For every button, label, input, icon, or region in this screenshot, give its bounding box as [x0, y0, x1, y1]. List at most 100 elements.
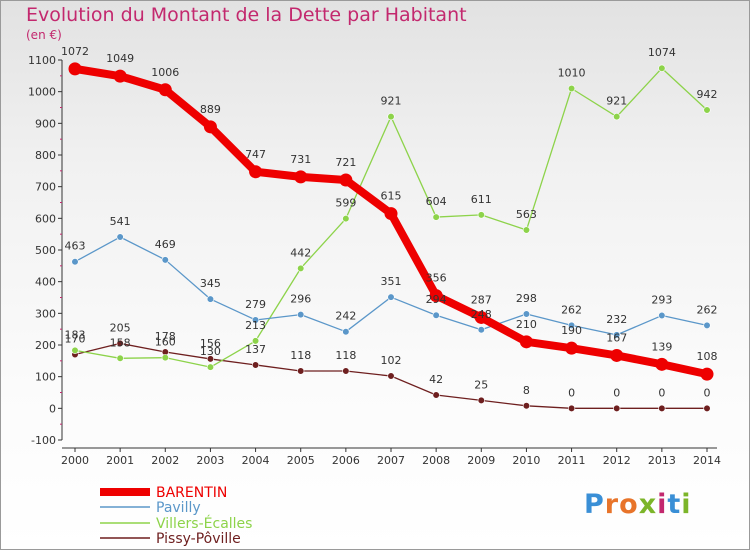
data-label: 248: [471, 308, 492, 321]
data-label: 463: [65, 240, 86, 253]
data-point: [116, 354, 124, 362]
data-point: [342, 367, 350, 375]
data-label: 158: [110, 336, 131, 349]
y-tick-label: 0: [49, 402, 56, 415]
logo-letter: o: [619, 489, 639, 520]
x-tick-label: 2006: [332, 454, 360, 467]
data-label: 0: [658, 386, 665, 399]
data-label: 1006: [151, 66, 179, 79]
data-point: [613, 113, 621, 121]
data-label: 889: [200, 103, 221, 116]
y-tick-label: 800: [35, 149, 56, 162]
data-label: 287: [471, 293, 492, 306]
data-point: [387, 113, 395, 121]
data-label: 137: [245, 343, 266, 356]
data-point: [116, 233, 124, 241]
data-label: 190: [561, 324, 582, 337]
data-label: 242: [335, 310, 356, 323]
x-tick-label: 2013: [648, 454, 676, 467]
data-label: 1010: [558, 67, 586, 80]
data-point: [158, 83, 172, 97]
legend-label: Villers-Écalles: [156, 515, 252, 532]
data-label: 345: [200, 277, 221, 290]
logo-letter: P: [584, 489, 605, 520]
data-point: [342, 328, 350, 336]
legend-label: Pavilly: [156, 500, 201, 516]
data-label: 167: [606, 331, 627, 344]
data-label: 1072: [61, 45, 89, 58]
data-point: [251, 316, 260, 324]
x-tick-label: 2003: [196, 454, 224, 467]
data-label: 118: [335, 349, 356, 362]
data-label: 8: [523, 384, 530, 397]
y-tick-label: 500: [35, 244, 56, 257]
data-point: [339, 173, 353, 187]
data-label: 118: [290, 349, 311, 362]
data-point: [384, 207, 398, 221]
data-point: [206, 355, 215, 363]
x-tick-label: 2008: [422, 454, 450, 467]
data-point: [429, 289, 443, 303]
y-tick-label: 900: [35, 117, 56, 130]
data-point: [567, 404, 576, 412]
data-point: [432, 391, 440, 399]
data-point: [655, 357, 669, 371]
data-label: 210: [516, 318, 537, 331]
data-point: [658, 311, 666, 320]
data-point: [703, 106, 711, 114]
data-label: 0: [568, 386, 575, 399]
data-point: [703, 404, 711, 412]
data-label: 183: [65, 328, 86, 341]
data-point: [519, 335, 533, 349]
data-label: 160: [155, 336, 176, 349]
x-tick-label: 2004: [242, 454, 270, 467]
data-label: 42: [429, 373, 443, 386]
data-point: [206, 295, 215, 303]
data-point: [161, 354, 169, 362]
data-point: [477, 326, 485, 334]
data-point: [251, 361, 260, 369]
x-tick-label: 2011: [558, 454, 586, 467]
data-label: 102: [381, 354, 402, 367]
y-tick-label: 400: [35, 276, 56, 289]
data-label: 0: [613, 386, 620, 399]
y-tick-label: 100: [35, 371, 56, 384]
data-label: 541: [110, 215, 131, 228]
data-point: [700, 367, 714, 381]
data-label: 279: [245, 298, 266, 311]
chart-title: Evolution du Montant de la Dette par Hab…: [26, 4, 467, 26]
data-label: 232: [606, 313, 627, 326]
x-tick-label: 2007: [377, 454, 405, 467]
data-label: 262: [697, 303, 718, 316]
y-tick-label: 700: [35, 181, 56, 194]
data-label: 942: [697, 88, 718, 101]
data-point: [113, 69, 127, 83]
data-label: 170: [65, 333, 86, 346]
data-point: [474, 310, 488, 324]
data-point: [161, 256, 169, 264]
data-point: [249, 165, 263, 179]
data-point: [297, 367, 305, 375]
data-label: 469: [155, 238, 176, 251]
chart-subtitle: (en €): [26, 28, 62, 42]
data-label: 25: [474, 378, 488, 391]
data-label: 599: [335, 197, 356, 210]
data-point: [477, 396, 485, 405]
data-label: 293: [651, 294, 672, 307]
data-point: [387, 293, 395, 301]
data-point: [297, 264, 305, 272]
x-tick-label: 2000: [61, 454, 89, 467]
data-label: 921: [381, 95, 402, 108]
data-label: 156: [200, 337, 221, 350]
data-label: 108: [697, 350, 718, 363]
data-label: 356: [426, 272, 447, 285]
data-point: [387, 372, 395, 380]
data-point: [522, 226, 531, 234]
x-tick-label: 2014: [693, 454, 721, 467]
data-point: [203, 120, 217, 134]
x-tick-label: 2010: [512, 454, 540, 467]
data-label: 442: [290, 246, 311, 259]
data-point: [703, 321, 711, 329]
data-label: 563: [516, 208, 537, 221]
